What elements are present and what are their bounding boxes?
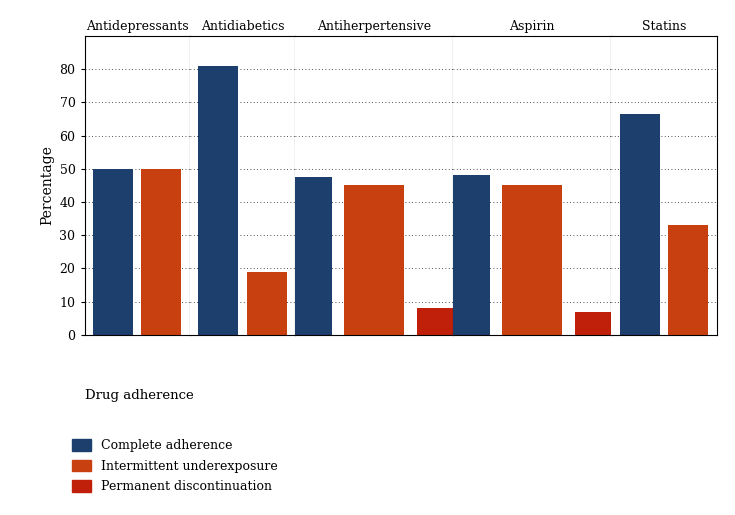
Title: Antiherpertensive: Antiherpertensive [318, 21, 431, 33]
Bar [93, 169, 133, 335]
Title: Antidepressants: Antidepressants [86, 21, 188, 33]
Y-axis label: Percentage: Percentage [40, 145, 54, 226]
Bar [575, 312, 635, 335]
Bar [620, 114, 660, 335]
Bar [141, 169, 182, 335]
Bar [429, 176, 490, 335]
Bar [668, 225, 709, 335]
Text: Drug adherence: Drug adherence [85, 389, 193, 402]
Bar [198, 66, 238, 335]
Legend: Complete adherence, Intermittent underexposure, Permanent discontinuation: Complete adherence, Intermittent underex… [73, 439, 278, 493]
Bar [417, 308, 477, 335]
Bar [502, 185, 562, 335]
Bar [247, 272, 287, 335]
Bar [271, 177, 331, 335]
Title: Statins: Statins [642, 21, 686, 33]
Bar [344, 185, 404, 335]
Title: Aspirin: Aspirin [509, 21, 555, 33]
Title: Antidiabetics: Antidiabetics [201, 21, 284, 33]
